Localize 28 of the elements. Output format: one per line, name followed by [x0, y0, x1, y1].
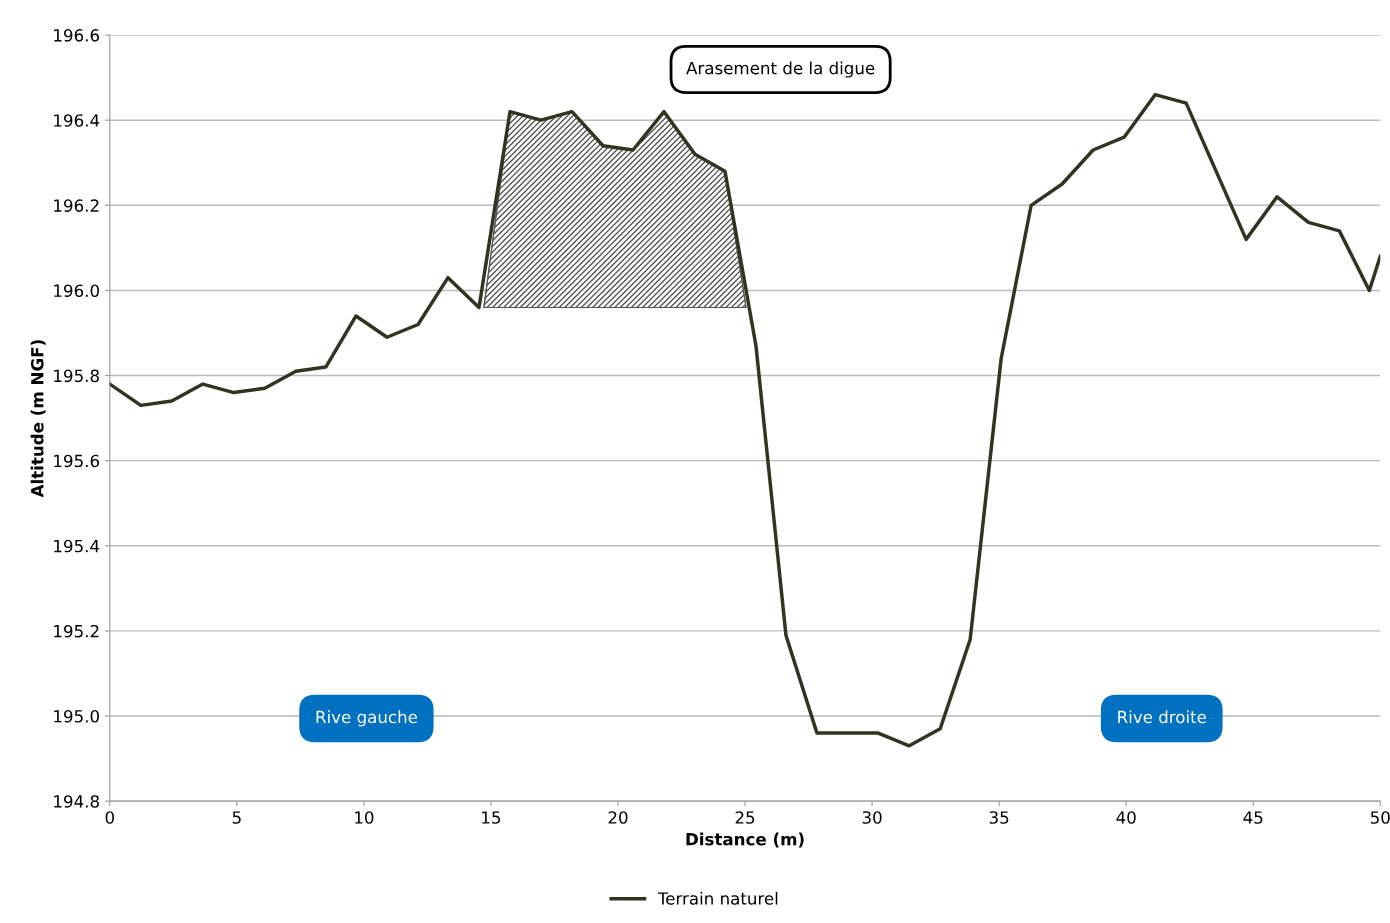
x-tick-label: 40 — [1116, 811, 1136, 824]
y-tick-label: 195.8 — [54, 369, 99, 383]
y-tick-label: 195.6 — [54, 454, 100, 468]
x-tick-label: 10 — [355, 811, 374, 824]
y-tick-label: 196.6 — [54, 29, 100, 42]
y-tick-label: 195.4 — [54, 539, 100, 553]
y-tick-label: 196.4 — [54, 114, 100, 127]
annotation: Arasement de la digue — [686, 61, 875, 78]
x-tick-label: 5 — [232, 811, 241, 824]
y-tick-label: 196.2 — [54, 199, 99, 212]
x-tick-label: 0 — [105, 811, 115, 824]
y-tick-label: 195.0 — [54, 710, 99, 723]
x-tick-label: 35 — [989, 811, 1009, 824]
y-axis-title: Altitude (m NGF) — [30, 340, 46, 498]
x-axis-title: Distance (m) — [686, 832, 804, 848]
annotation: Rive droite — [1118, 710, 1207, 724]
y-tick-label: 195.2 — [54, 624, 99, 638]
x-tick-label: 50 — [1370, 811, 1390, 824]
legend-label: Terrain naturel — [657, 891, 778, 905]
x-tick-label: 45 — [1243, 811, 1263, 824]
line-series — [109, 92, 1381, 748]
x-tick-label: 20 — [608, 811, 628, 824]
annotation: Rive gauche — [316, 710, 418, 727]
x-tick-label: 25 — [735, 811, 755, 824]
y-tick-label: 196.0 — [54, 284, 99, 298]
y-tick-label: 194.8 — [54, 795, 99, 808]
x-tick-label: 30 — [862, 811, 882, 824]
x-tick-label: 15 — [482, 811, 501, 824]
